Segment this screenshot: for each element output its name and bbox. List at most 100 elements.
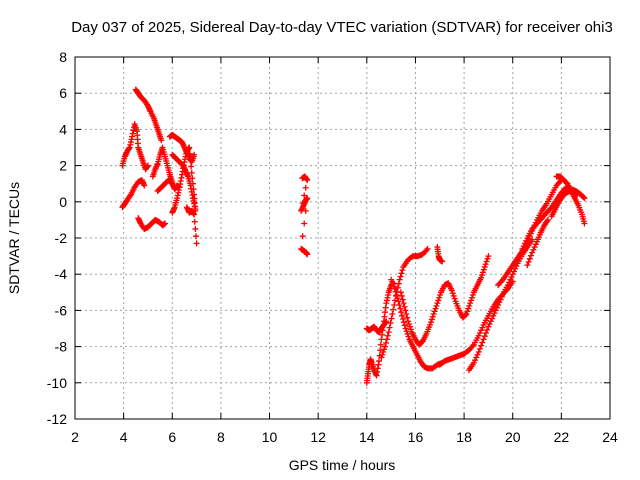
data-point	[439, 258, 446, 265]
y-tick-label: 0	[59, 194, 67, 210]
series-arc-v	[524, 216, 551, 269]
data-point	[470, 359, 477, 366]
x-tick-label: 20	[505, 429, 521, 445]
data-point	[187, 157, 194, 164]
y-tick-label: -12	[47, 411, 67, 427]
y-tick-label: 6	[59, 85, 67, 101]
data-point	[474, 351, 481, 358]
y-tick-label: -10	[47, 375, 67, 391]
series-arc-m	[363, 318, 390, 336]
data-point	[375, 358, 382, 365]
series-arc-x	[548, 187, 581, 220]
data-point	[479, 272, 486, 279]
data-point	[397, 305, 404, 312]
data-point	[431, 308, 438, 315]
data-point	[504, 282, 511, 289]
data-point	[448, 287, 455, 294]
data-point	[192, 206, 199, 213]
series-arc-s	[465, 236, 536, 374]
data-point	[493, 304, 500, 311]
series-arc-e	[149, 144, 176, 185]
x-tick-label: 10	[262, 429, 278, 445]
data-point	[399, 315, 406, 322]
series-arc-a	[119, 120, 151, 173]
series-arc-t	[495, 177, 565, 289]
data-point	[304, 195, 311, 202]
data-point	[382, 339, 389, 346]
data-point	[485, 253, 492, 260]
y-tick-label: -8	[55, 339, 68, 355]
data-point	[299, 233, 306, 240]
data-point	[480, 336, 487, 343]
data-point	[520, 243, 527, 250]
data-point	[144, 162, 151, 169]
data-point	[432, 305, 439, 312]
data-point	[403, 311, 410, 318]
data-point	[487, 318, 494, 325]
series-arc-w	[553, 173, 588, 227]
data-point	[465, 305, 472, 312]
data-point	[476, 330, 483, 337]
data-point	[529, 236, 536, 243]
data-point	[389, 311, 396, 318]
series-arc-b	[119, 177, 148, 211]
data-point	[580, 194, 587, 201]
data-point	[449, 290, 456, 297]
data-point	[483, 258, 490, 265]
axis-ticks	[74, 56, 611, 420]
data-point	[475, 349, 482, 356]
data-point	[435, 297, 442, 304]
data-point	[304, 177, 311, 184]
data-point	[581, 220, 588, 227]
data-point	[450, 292, 457, 299]
x-axis-label: GPS time / hours	[289, 457, 396, 473]
x-tick-label: 12	[310, 429, 326, 445]
data-point	[529, 249, 536, 256]
data-point	[475, 332, 482, 339]
data-point	[403, 328, 410, 335]
data-point	[467, 300, 474, 307]
data-point	[383, 318, 390, 325]
data-point	[492, 307, 499, 314]
data-point	[486, 320, 493, 327]
data-point	[301, 220, 308, 227]
series-arc-d	[135, 215, 168, 232]
data-point	[399, 312, 406, 319]
data-point	[391, 301, 398, 308]
data-point	[478, 327, 485, 334]
x-tick-label: 16	[408, 429, 424, 445]
data-point	[377, 347, 384, 354]
data-point	[479, 269, 486, 276]
data-point	[519, 245, 526, 252]
x-tick-label: 6	[168, 429, 176, 445]
data-point	[490, 312, 497, 319]
data-point	[186, 150, 193, 157]
data-point	[301, 192, 308, 199]
data-point	[188, 169, 195, 176]
y-axis-label: SDTVAR / TECUs	[6, 182, 22, 294]
x-tick-label: 2	[71, 429, 79, 445]
data-point	[398, 292, 405, 299]
data-point	[427, 321, 434, 328]
x-tick-labels: 2 4 6 8 10 12 14 16 18 20 22 24	[71, 429, 618, 445]
data-point	[387, 320, 394, 327]
data-point	[397, 273, 404, 280]
y-tick-labels: -12 -10 -8 -6 -4 -2 0 2 4 6 8	[47, 49, 67, 427]
series-arc-o	[378, 245, 431, 361]
data-point	[424, 245, 431, 252]
data-point	[380, 349, 387, 356]
data-point	[377, 341, 384, 348]
data-point	[527, 252, 534, 259]
data-point	[484, 326, 491, 333]
data-point	[391, 285, 398, 292]
data-point	[191, 218, 198, 225]
data-point	[434, 300, 441, 307]
y-tick-label: 8	[59, 49, 67, 65]
data-point	[302, 184, 309, 191]
data-point	[302, 207, 309, 214]
data-point	[386, 324, 393, 331]
data-point	[472, 357, 479, 364]
data-point	[396, 301, 403, 308]
data-point	[544, 216, 551, 223]
data-point	[479, 324, 486, 331]
